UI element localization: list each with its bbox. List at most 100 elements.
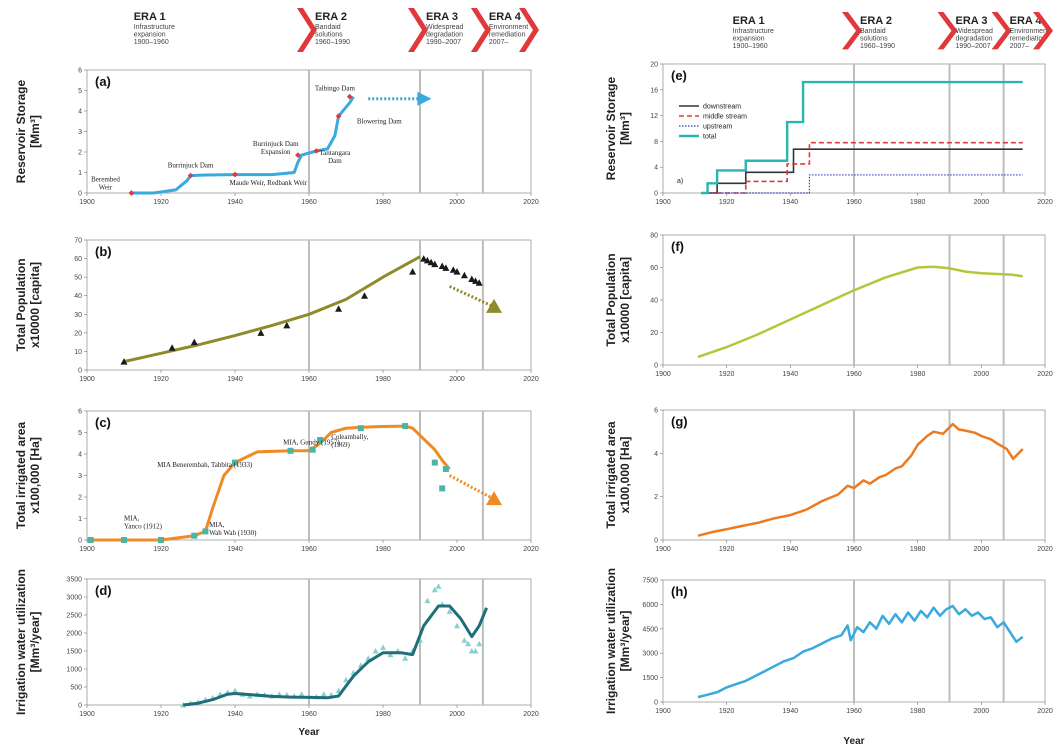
series-line-total (701, 80, 1023, 195)
y-tick-label: 4 (78, 109, 82, 116)
y-tick-label: 6 (78, 68, 82, 75)
observation-marker (121, 537, 127, 543)
observation-marker (317, 437, 324, 444)
era-description: 1960–1990 (315, 39, 350, 46)
y-tick-label: 3000 (642, 651, 658, 658)
x-tick-label: 1920 (153, 711, 169, 718)
y-tick-label: 30 (74, 312, 82, 319)
observation-marker (446, 608, 453, 614)
x-tick-label: 1900 (655, 199, 671, 206)
y-tick-label: 0 (78, 191, 82, 198)
panel-d: 1900 1920 1940 1960 1980 2000 2020 0 500 1000 1500… (14, 569, 539, 718)
x-tick-label: 1940 (227, 546, 243, 553)
y-tick-label: 6 (78, 409, 82, 416)
x-tick-label: 1900 (79, 546, 95, 553)
annotation-label: Wah Wah (1930) (209, 529, 257, 537)
observation-marker (442, 466, 449, 473)
observation-marker (461, 637, 468, 643)
era-chevron (937, 12, 958, 50)
projection-arrow (448, 474, 495, 501)
dam-marker (335, 113, 342, 119)
era-title: ERA 1 (733, 15, 765, 27)
era-title: ERA 4 (489, 11, 522, 23)
era-description: degradation (426, 32, 463, 39)
era-chevron (470, 8, 491, 52)
era-description: Infrastructure (134, 24, 175, 31)
x-tick-label: 1980 (910, 708, 926, 715)
x-tick-label: 1960 (846, 546, 862, 553)
panel-label: (c) (95, 415, 111, 430)
era-description: 2007– (489, 39, 509, 46)
era-description: 1960–1990 (860, 43, 895, 50)
y-tick-label: 20 (74, 330, 82, 337)
y-axis-unit: [Mm³/year] (28, 612, 42, 673)
panel-a: 1900 1920 1940 1960 1980 2000 2020 0 1 2 3 4 5 6 (a) Re… (14, 68, 539, 207)
corner-label: a) (677, 178, 683, 185)
observation-marker (402, 423, 409, 430)
panel-label: (d) (95, 583, 112, 598)
x-tick-label: 1920 (719, 708, 735, 715)
panel-label: (e) (671, 68, 687, 83)
y-tick-label: 1000 (66, 667, 82, 674)
era-description: Environment (489, 24, 528, 31)
observation-marker (431, 260, 439, 268)
era-description: 1900–1960 (733, 43, 768, 50)
y-tick-label: 80 (650, 233, 658, 240)
x-tick-label: 1900 (655, 546, 671, 553)
legend-label: upstream (703, 124, 732, 131)
annotation-label: MIA, (209, 521, 225, 529)
annotation-label: Berembed (91, 176, 120, 184)
era-description: solutions (315, 32, 343, 39)
panel-label: (b) (95, 244, 112, 259)
y-tick-label: 8 (654, 139, 658, 146)
observation-marker (232, 459, 238, 466)
panel-label: (f) (671, 239, 684, 254)
y-tick-label: 40 (74, 293, 82, 300)
legend: downstream middle stream upstream total (679, 104, 747, 141)
x-tick-label: 2020 (1037, 708, 1053, 715)
y-axis-unit: [Mm³] (618, 112, 632, 145)
y-tick-label: 1 (78, 170, 82, 177)
annotation-label: Yanco (1912) (124, 523, 163, 531)
era-chevron (519, 8, 539, 52)
dam-marker (232, 171, 238, 178)
annotation-label: MIA Benerembah, Tabbita (1933) (157, 461, 253, 469)
x-tick-label: 1960 (301, 199, 317, 206)
y-tick-label: 7500 (642, 578, 658, 585)
x-tick-label: 1960 (301, 376, 317, 383)
x-tick-label: 1980 (910, 199, 926, 206)
observation-marker (257, 329, 265, 336)
x-tick-label: 1940 (783, 199, 799, 206)
y-axis-label: Irrigation water utilization (14, 569, 28, 715)
annotation-label: Tantangara (319, 149, 351, 157)
x-tick-label: 1920 (719, 546, 735, 553)
x-tick-label: 1940 (783, 708, 799, 715)
y-tick-label: 500 (70, 685, 82, 692)
dam-marker (128, 190, 135, 196)
x-tick-label: 1980 (375, 199, 391, 206)
era-title: ERA 3 (426, 11, 458, 23)
series-line-upstream (701, 174, 1023, 194)
y-tick-label: 0 (78, 538, 82, 545)
y-tick-label: 2 (654, 494, 658, 501)
x-tick-label: 2000 (449, 711, 465, 718)
annotation-label: Blowering Dam (357, 117, 402, 125)
observation-marker (283, 321, 291, 329)
era-chevron (297, 8, 317, 52)
observation-marker (120, 358, 128, 365)
observation-marker (372, 648, 379, 654)
x-tick-label: 2000 (449, 546, 465, 553)
x-tick-label: 2020 (523, 199, 539, 206)
era-description: Widespread (956, 28, 993, 35)
x-axis-label-left: Year (298, 727, 319, 738)
observation-marker (158, 537, 164, 543)
panel-c: 1900 1920 1940 1960 1980 2000 2020 0 1 2 3 4 5 6 (c) To… (14, 409, 539, 554)
dam-marker (346, 93, 353, 100)
y-tick-label: 0 (78, 368, 82, 375)
observation-marker (387, 651, 394, 658)
observation-marker (460, 271, 468, 279)
series-line (183, 604, 488, 707)
y-tick-label: 2 (78, 150, 82, 157)
